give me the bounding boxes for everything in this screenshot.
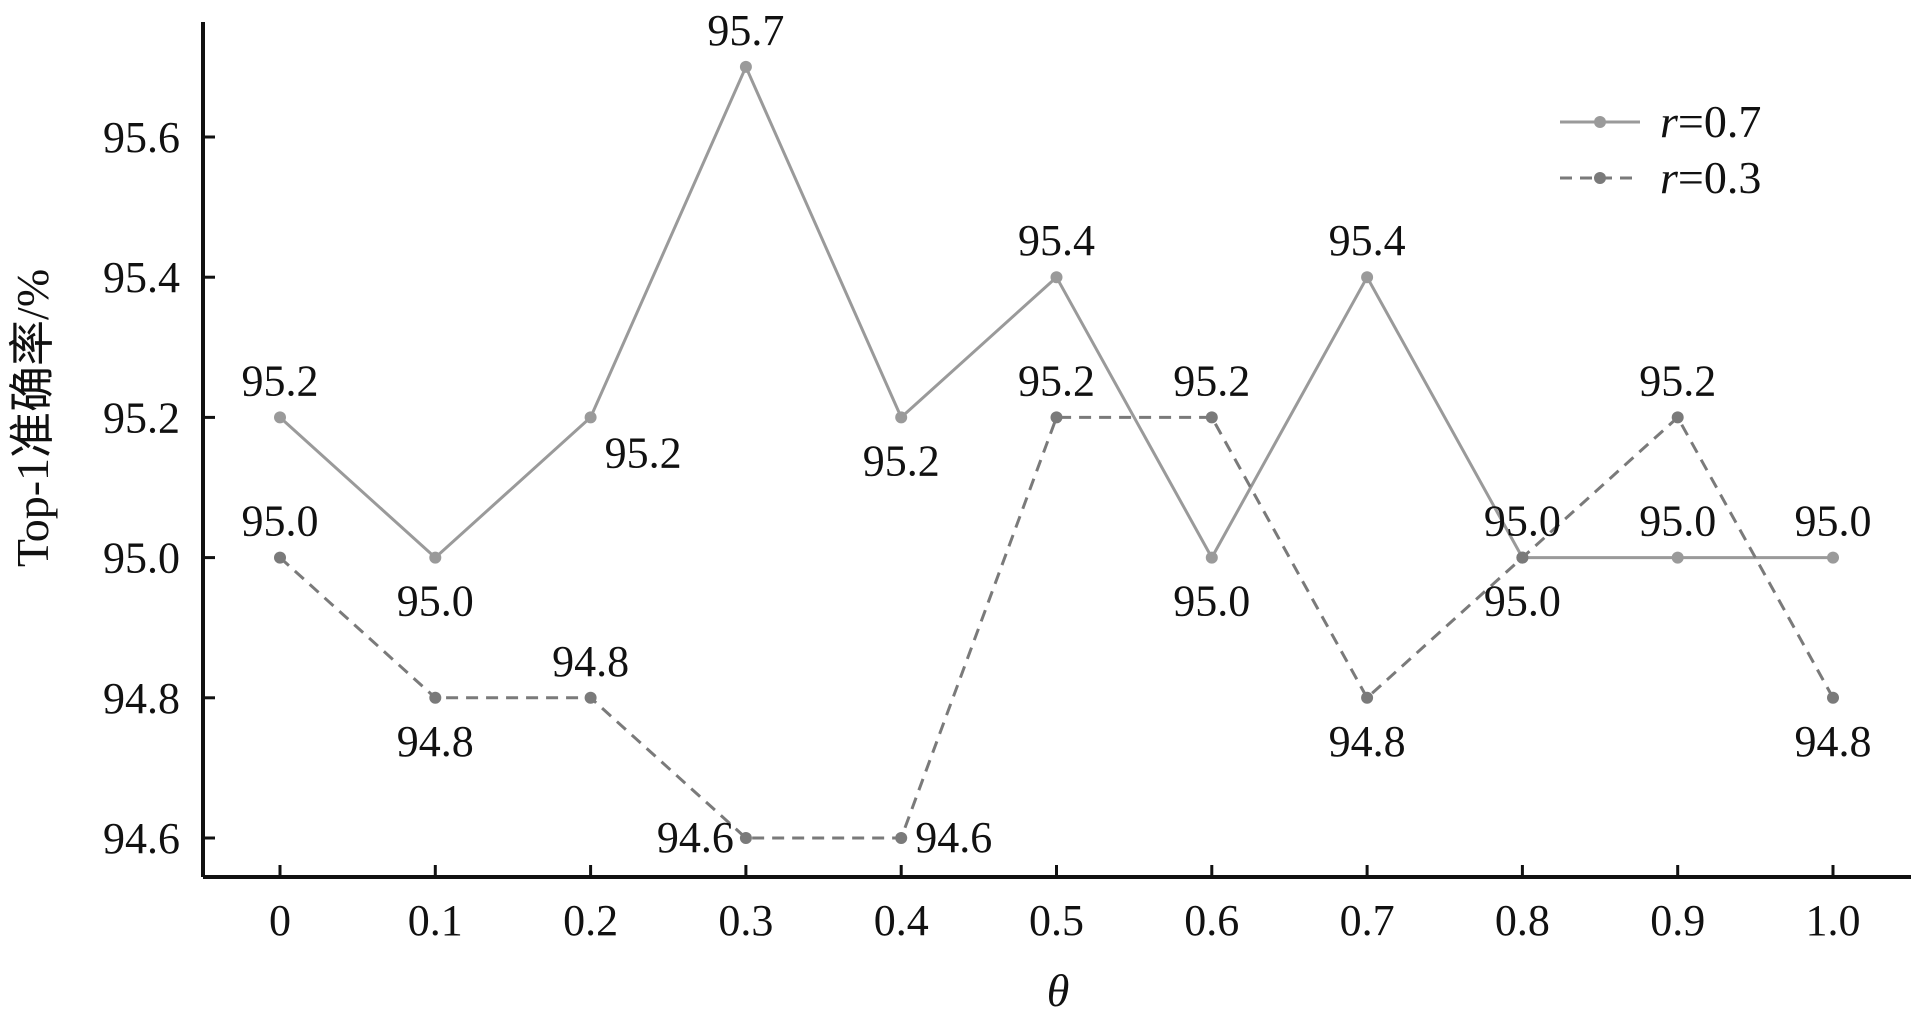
y-tick-label: 95.2: [103, 393, 180, 442]
y-tick-label: 95.6: [103, 113, 180, 162]
data-point: [1671, 411, 1684, 424]
y-tick-label: 95.4: [103, 253, 180, 302]
x-axis-title: θ: [1047, 965, 1070, 1016]
data-label: 95.2: [605, 428, 682, 477]
x-tick-label: 0.3: [718, 896, 773, 945]
y-tick-label: 94.6: [103, 814, 180, 863]
data-point: [895, 411, 908, 424]
data-point: [895, 832, 908, 844]
data-label: 94.8: [1329, 717, 1406, 766]
data-label: 94.6: [915, 813, 992, 862]
series-line-r07: [278, 63, 1833, 561]
data-label: 94.8: [1795, 717, 1872, 766]
legend-label: r=0.3: [1660, 152, 1761, 203]
data-label: 95.0: [1173, 577, 1250, 626]
data-labels: 95.2 95.0 95.2 95.7 95.2 95.4 95.0 95.4 95.0 95.0…: [242, 6, 1872, 862]
data-point: [1827, 551, 1839, 564]
data-label: 95.0: [242, 497, 319, 546]
data-label: 95.0: [397, 577, 474, 626]
x-tick-label: 0.1: [408, 896, 463, 945]
x-tick-label: 0.2: [563, 896, 618, 945]
data-point: [274, 551, 286, 564]
data-point: [584, 411, 597, 424]
data-point: [739, 60, 752, 73]
x-tick-label: 0.6: [1184, 896, 1239, 945]
data-point: [1671, 551, 1684, 564]
data-label: 95.2: [242, 356, 319, 405]
data-label: 95.7: [707, 6, 784, 55]
legend-marker: [1594, 172, 1606, 184]
data-label: 95.2: [1639, 356, 1716, 405]
series-layer: [274, 60, 1839, 844]
data-point: [1205, 551, 1218, 564]
y-tick-label: 94.8: [103, 674, 180, 723]
data-label: 95.4: [1018, 216, 1095, 265]
data-label: 95.2: [863, 436, 940, 485]
legend-marker: [1594, 116, 1606, 128]
data-label: 94.8: [397, 717, 474, 766]
y-tick-label: 95.0: [103, 534, 180, 583]
data-point: [739, 832, 752, 844]
data-label: 95.0: [1639, 497, 1716, 546]
data-point: [1361, 691, 1374, 704]
data-point: [1516, 551, 1529, 564]
y-axis-title: Top-1准确率/%: [7, 269, 58, 567]
data-point: [1827, 691, 1839, 704]
data-point: [1361, 271, 1374, 284]
data-point: [1050, 411, 1063, 424]
data-point: [584, 691, 597, 704]
x-tick-label: 0.5: [1029, 896, 1084, 945]
data-label: 95.2: [1018, 356, 1095, 405]
x-tick-label: 0.4: [874, 896, 929, 945]
x-tick-label: 0.8: [1495, 896, 1550, 945]
data-point: [429, 551, 442, 564]
data-label: 95.0: [1484, 497, 1561, 546]
data-label: 95.0: [1795, 497, 1872, 546]
data-point: [1050, 271, 1063, 284]
x-tick-label: 1.0: [1806, 896, 1861, 945]
data-label: 94.6: [657, 813, 734, 862]
data-label: 94.8: [552, 637, 629, 686]
data-label: 95.2: [1173, 356, 1250, 405]
x-tick-label: 0: [269, 896, 291, 945]
series-line-r03: [278, 415, 1835, 840]
data-label: 95.4: [1329, 216, 1406, 265]
x-tick-label: 0.9: [1650, 896, 1705, 945]
legend-label: r=0.7: [1660, 96, 1761, 147]
legend: r=0.7r=0.3: [1560, 96, 1761, 203]
x-tick-label: 0.7: [1340, 896, 1395, 945]
y-ticks: 94.6 94.8 95.0 95.2 95.4 95.6: [103, 113, 215, 863]
data-label: 95.0: [1484, 577, 1561, 626]
data-point: [274, 411, 286, 424]
data-point: [429, 691, 442, 704]
data-point: [1205, 411, 1218, 424]
x-ticks: 0 0.1 0.2 0.3 0.4 0.5 0.6 0.7 0.8 0.9 1.0: [269, 865, 1861, 945]
